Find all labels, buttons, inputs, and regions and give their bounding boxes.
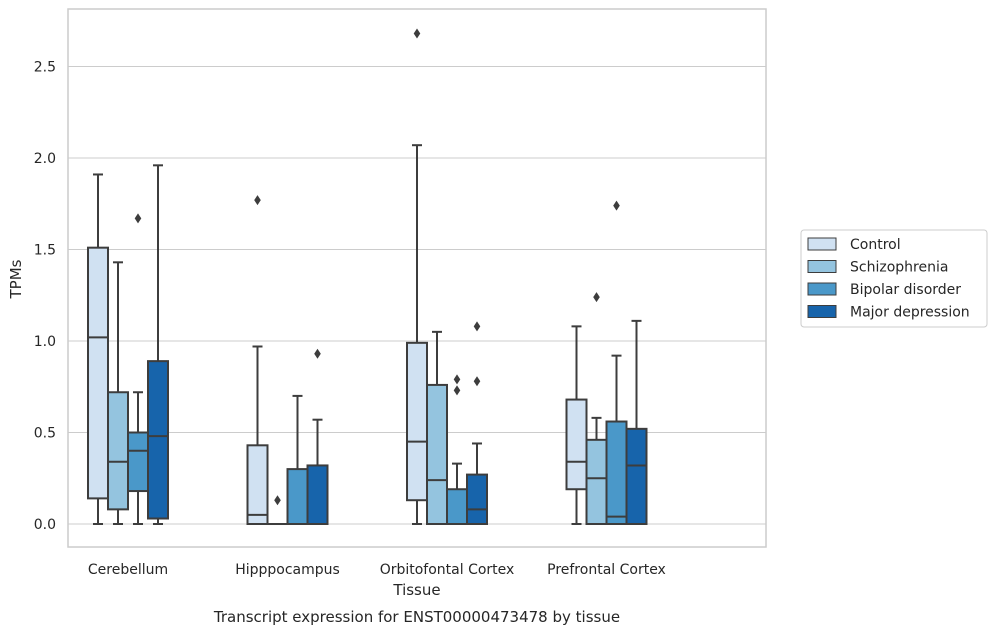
box-0-2 — [128, 213, 148, 524]
legend-label: Schizophrenia — [850, 260, 948, 276]
outlier-point — [454, 374, 461, 384]
legend-swatch — [808, 306, 836, 318]
box-0-1 — [108, 262, 128, 524]
iqr-box — [108, 392, 128, 509]
outlier-point — [613, 201, 620, 211]
iqr-box — [627, 429, 647, 524]
iqr-box — [467, 475, 487, 524]
legend-label: Major depression — [850, 305, 970, 321]
iqr-box — [128, 433, 148, 492]
outlier-point — [474, 321, 481, 331]
y-tick-label: 1.0 — [34, 334, 56, 350]
box-0-3 — [148, 165, 168, 524]
x-tick-label: Cerebellum — [88, 562, 168, 578]
y-axis-label: TPMs — [7, 259, 25, 299]
y-tick-label: 2.5 — [34, 60, 56, 76]
boxes — [88, 29, 647, 524]
iqr-box — [587, 440, 607, 524]
box-1-0 — [248, 195, 268, 524]
outlier-point — [593, 292, 600, 302]
iqr-box — [88, 248, 108, 499]
iqr-box — [288, 469, 308, 524]
x-tick-label: Prefrontal Cortex — [547, 562, 666, 578]
box-3-0 — [567, 326, 587, 524]
y-tick-label: 0.0 — [34, 517, 56, 533]
legend-label: Control — [850, 237, 901, 253]
iqr-box — [248, 445, 268, 524]
iqr-box — [447, 489, 467, 524]
outlier-point — [254, 195, 261, 205]
legend-label: Bipolar disorder — [850, 282, 961, 298]
iqr-box — [607, 422, 627, 524]
box-1-1 — [268, 495, 288, 524]
box-3-3 — [627, 321, 647, 524]
legend-swatch — [808, 238, 836, 250]
outlier-point — [274, 495, 281, 505]
legend-swatch — [808, 283, 836, 295]
outlier-point — [454, 385, 461, 395]
iqr-box — [148, 361, 168, 518]
box-2-0 — [407, 29, 427, 524]
iqr-box — [308, 465, 328, 524]
outlier-point — [414, 29, 421, 39]
x-axis-ticks: Cerebellum Hipppocampus Orbitofontal Corte… — [88, 562, 666, 578]
outlier-point — [135, 213, 142, 223]
outlier-point — [314, 349, 321, 359]
y-axis-ticks: 0.0 0.5 1.0 1.5 2.0 2.5 — [34, 60, 56, 534]
iqr-box — [567, 400, 587, 490]
box-1-2 — [288, 396, 308, 524]
y-tick-label: 0.5 — [34, 426, 56, 442]
y-tick-label: 2.0 — [34, 151, 56, 167]
box-3-1 — [587, 292, 607, 524]
iqr-box — [427, 385, 447, 524]
y-tick-label: 1.5 — [34, 243, 56, 259]
box-2-2 — [447, 374, 467, 524]
box-2-3 — [467, 321, 487, 524]
legend-swatch — [808, 261, 836, 273]
outlier-point — [474, 376, 481, 386]
iqr-box — [407, 343, 427, 500]
box-1-3 — [308, 349, 328, 524]
x-axis-label: Tissue — [392, 581, 440, 599]
box-2-1 — [427, 332, 447, 524]
x-tick-label: Hipppocampus — [235, 562, 340, 578]
box-0-0 — [88, 174, 108, 524]
chart-title: Transcript expression for ENST0000047347… — [213, 608, 620, 626]
legend: Control Schizophrenia Bipolar disorder Majo… — [801, 230, 987, 327]
x-tick-label: Orbitofontal Cortex — [380, 562, 515, 578]
